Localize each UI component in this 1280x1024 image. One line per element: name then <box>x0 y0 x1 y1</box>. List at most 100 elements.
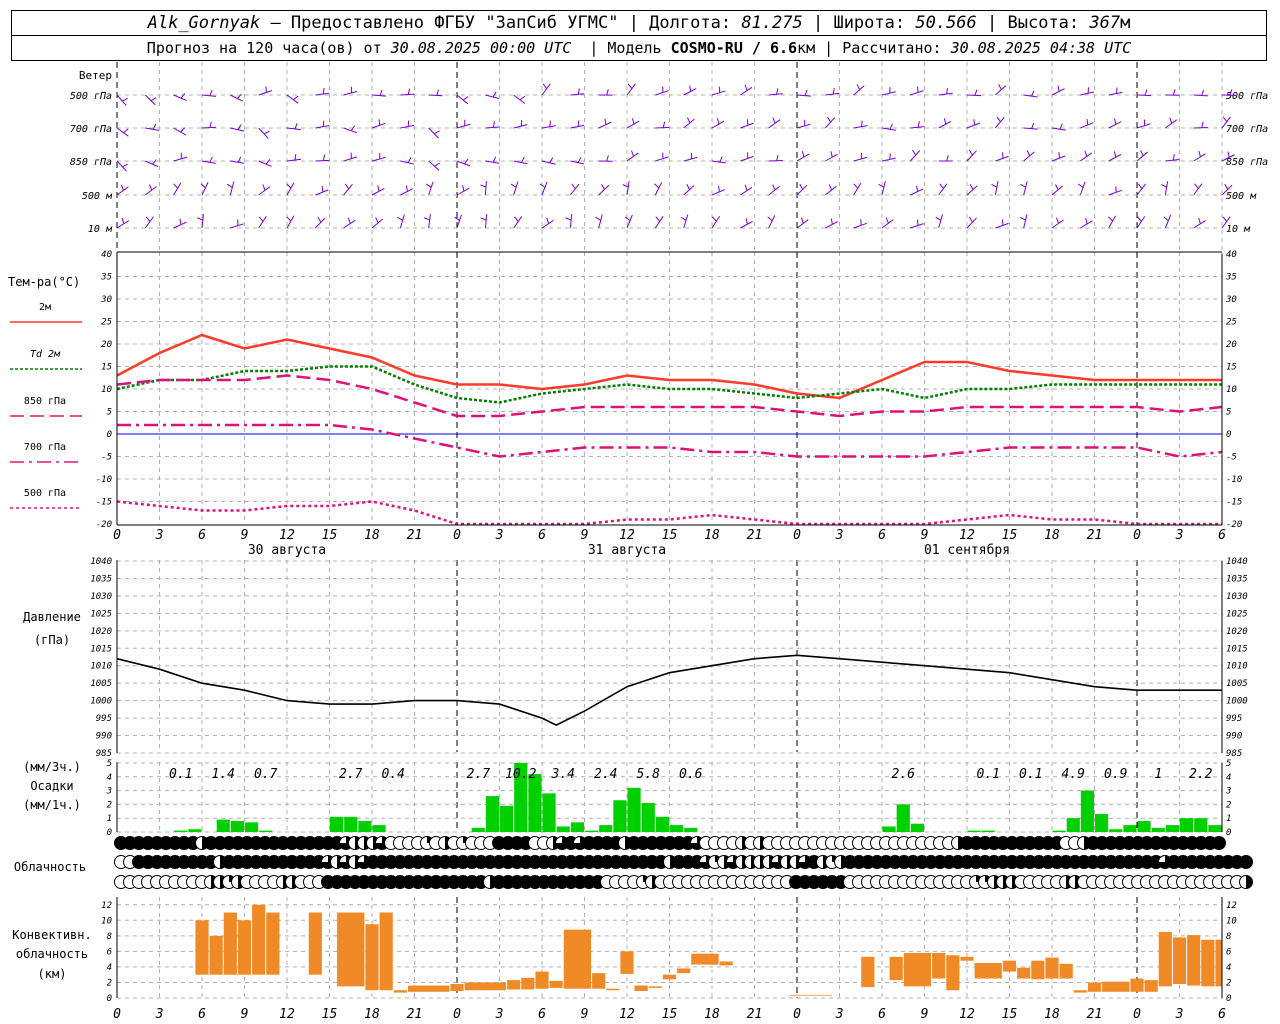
wind-barb <box>825 221 838 229</box>
conv-tick-left: 0 <box>107 994 112 1004</box>
conv-bar <box>252 904 266 975</box>
wind-barb-feather <box>799 183 804 190</box>
wind-barb <box>1193 183 1203 196</box>
temp-tick-left: -20 <box>96 520 112 530</box>
wind-barb-feather <box>1163 216 1169 221</box>
pressure-tick-left: 1030 <box>90 592 112 602</box>
wind-barb-feather <box>317 216 322 223</box>
precip-bar <box>358 820 372 832</box>
precip-bar <box>882 826 896 832</box>
pressure-tick-right: 1005 <box>1226 679 1248 689</box>
wind-barb-feather <box>237 124 242 130</box>
precip-bar <box>655 816 669 832</box>
wind-barb-feather <box>1058 152 1060 159</box>
wind-barb-feather <box>492 121 496 128</box>
wind-barb <box>740 86 753 96</box>
precip-3h-total: 0.4 <box>382 767 405 782</box>
wind-barb <box>1136 183 1146 196</box>
wind-barb-feather <box>542 83 548 89</box>
wind-barb-feather <box>1201 89 1205 96</box>
wind-barb <box>541 219 554 229</box>
pressure-tick-left: 1015 <box>90 644 112 654</box>
wind-barb-feather <box>627 83 633 89</box>
wind-barb <box>400 93 415 96</box>
wind-barb <box>910 126 925 129</box>
wind-barb <box>116 220 130 229</box>
wind-barb <box>966 150 977 162</box>
wind-barb <box>910 223 924 229</box>
precip-bar <box>1080 790 1094 832</box>
lat-value: 50.566 <box>915 13 977 33</box>
wind-barb <box>569 183 580 196</box>
wind-barb <box>456 160 471 167</box>
conv-bar <box>677 968 691 974</box>
wind-barb <box>343 219 356 229</box>
wind-barb <box>1164 214 1172 229</box>
precip-bar <box>585 830 599 832</box>
conv-bar <box>1002 960 1017 972</box>
wind-barb <box>201 126 217 129</box>
conv-bar <box>393 990 407 993</box>
time-tick-label: 15 <box>1002 1007 1018 1022</box>
precip-bar <box>1165 825 1179 832</box>
conv-bar <box>592 973 606 989</box>
wind-barb <box>484 181 487 196</box>
wind-barb-feather <box>123 128 129 134</box>
wind-barb <box>258 216 267 229</box>
wind-barb-feather <box>464 158 469 165</box>
wind-barb-feather <box>397 216 403 221</box>
wind-barb-feather <box>322 87 325 95</box>
wind-barb <box>598 184 610 196</box>
wind-barb <box>683 156 698 162</box>
pressure-tick-right: 1020 <box>1226 627 1248 637</box>
temp-tick-right: 20 <box>1226 340 1237 350</box>
wind-barb <box>116 94 127 106</box>
wind-barb-feather <box>1077 183 1084 188</box>
wind-level-left: 700 гПа <box>70 124 112 135</box>
time-tick-label: 18 <box>364 528 380 543</box>
precip-tick-left: 5 <box>107 759 112 769</box>
wind-barb <box>399 214 405 229</box>
time-tick-label: 12 <box>279 528 295 543</box>
pressure-tick-left: 1025 <box>90 609 112 619</box>
conv-bar <box>464 982 507 991</box>
wind-barb <box>938 183 948 196</box>
wind-barb-feather <box>407 88 411 95</box>
wind-barb <box>768 186 781 196</box>
wind-barb <box>1193 94 1208 97</box>
time-tick-label: 6 <box>198 528 206 543</box>
wind-barb <box>881 219 894 229</box>
conv-bar <box>1031 960 1045 980</box>
wind-barb <box>881 127 896 131</box>
wind-barb-feather <box>624 216 631 221</box>
t500-line <box>116 500 1222 526</box>
conv-bar <box>1215 939 1222 987</box>
wind-barb-feather <box>1198 217 1201 224</box>
wind-barb-feather <box>577 157 582 163</box>
wind-barb-feather <box>379 89 383 96</box>
wind-level-left: 10 м <box>88 224 113 235</box>
wind-barb-feather <box>492 156 497 163</box>
wind-barb <box>314 217 326 229</box>
wind-barb <box>768 159 783 162</box>
wind-barb-feather <box>622 184 629 188</box>
time-tick-label: 15 <box>322 528 338 543</box>
forecast-header: Прогноз на 120 часа(ов) от 30.08.2025 00… <box>11 35 1267 61</box>
conv-tick-right: 0 <box>1226 994 1231 1004</box>
day-label: 01 сентября <box>924 543 1010 558</box>
wind-barb-feather <box>1056 217 1059 224</box>
precip-tick-left: 1 <box>107 814 112 824</box>
time-tick-label: 12 <box>619 1007 635 1022</box>
model-label: Модель <box>607 39 662 57</box>
wind-barb <box>1136 151 1148 162</box>
wind-barb-feather <box>480 217 487 221</box>
time-tick-label: 15 <box>662 1007 678 1022</box>
conv-bar <box>549 980 563 988</box>
wind-barb <box>1136 123 1151 129</box>
wind-barb-feather <box>293 95 299 101</box>
wind-barb-feather <box>150 97 157 102</box>
wind-barb <box>626 83 636 96</box>
conv-tick-left: 6 <box>107 947 112 957</box>
wind-barb-feather <box>549 157 554 164</box>
